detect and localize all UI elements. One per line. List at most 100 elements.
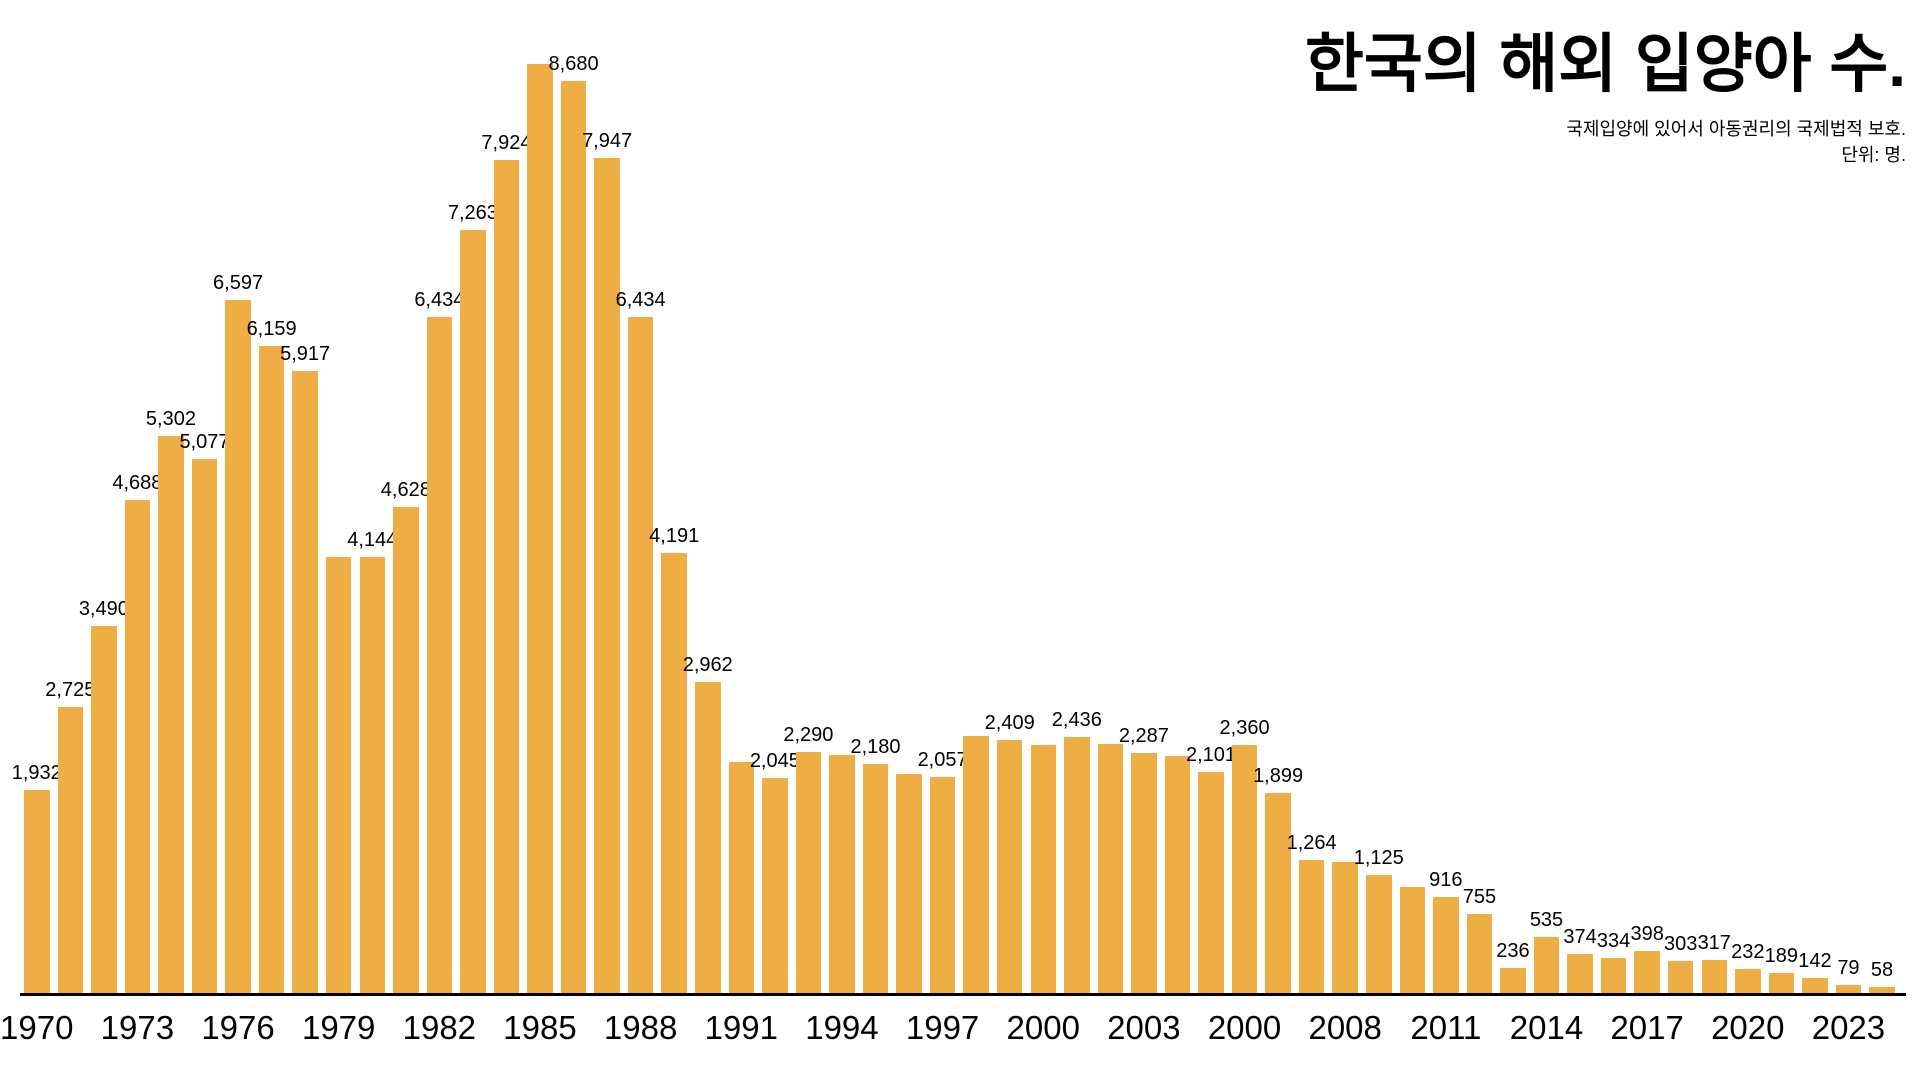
- x-axis-tick-label: 2023: [1811, 1009, 1886, 1046]
- bar: [896, 774, 922, 993]
- bar: [1567, 953, 1593, 993]
- x-axis-tick-label: 1982: [402, 1009, 477, 1046]
- bar: [1533, 936, 1560, 993]
- x-axis-tick-label: 2011: [1410, 1009, 1482, 1046]
- bar: [1835, 984, 1862, 993]
- x-axis-tick-label: 1997: [905, 1009, 980, 1046]
- bar-value-label: 2,436: [1051, 708, 1102, 731]
- bar-value-label: 6,159: [246, 317, 297, 340]
- x-axis-tick-label: 2017: [1610, 1009, 1684, 1046]
- bar: [158, 435, 184, 993]
- bar-value-label: 2,287: [1118, 724, 1169, 747]
- bar-value-label: 2,180: [850, 735, 901, 758]
- bar: [795, 752, 822, 993]
- bar: [1265, 793, 1291, 993]
- bar: [1198, 772, 1224, 993]
- bar: [460, 229, 486, 993]
- bar: [426, 316, 453, 993]
- bar: [862, 763, 889, 993]
- bar: [225, 299, 251, 993]
- bar: [1869, 986, 1895, 993]
- bar-value-label: 2,045: [749, 750, 800, 773]
- bar: [1768, 973, 1795, 993]
- bar-value-label: 1,899: [1253, 765, 1304, 788]
- bar-value-label: 4,191: [649, 524, 700, 547]
- bar: [1064, 736, 1090, 993]
- bar: [560, 80, 587, 993]
- bar-value-label: 1,264: [1286, 832, 1337, 855]
- bar-value-label: 5,302: [145, 407, 196, 430]
- bar: [124, 500, 151, 993]
- title-block: 한국의 해외 입양아 수. 국제입양에 있어서 아동권리의 국제법적 보호. 단…: [1305, 26, 1906, 168]
- bar: [359, 557, 385, 993]
- bar-value-label: 398: [1630, 923, 1664, 946]
- x-axis-tick-label: 1991: [704, 1009, 778, 1046]
- bar: [762, 778, 788, 993]
- bar: [829, 755, 855, 993]
- bar: [91, 626, 117, 993]
- bar-value-label: 374: [1563, 925, 1597, 948]
- bar-value-label: 142: [1798, 950, 1832, 973]
- bar-value-label: 2,101: [1185, 744, 1237, 767]
- bar: [191, 459, 218, 993]
- bar-value-label: 58: [1870, 958, 1894, 981]
- bar-value-label: 1,125: [1353, 846, 1404, 869]
- x-axis-tick-label: 2000: [1006, 1009, 1080, 1046]
- bar: [1298, 860, 1325, 993]
- x-axis-tick-label: 1988: [603, 1009, 678, 1046]
- bar-value-label: 2,409: [984, 711, 1035, 734]
- x-axis-tick-label: 1979: [301, 1009, 376, 1046]
- bar: [1701, 959, 1727, 993]
- bar: [1634, 951, 1660, 993]
- bar-value-label: 4,688: [112, 472, 163, 495]
- x-axis-line: [20, 993, 1906, 996]
- bar-value-label: 2,962: [682, 653, 733, 676]
- bar-value-label: 755: [1462, 885, 1497, 908]
- bar: [627, 316, 654, 993]
- bar-value-label: 7,924: [481, 132, 532, 155]
- x-axis-tick-label: 2008: [1308, 1009, 1382, 1046]
- chart-title: 한국의 해외 입양아 수.: [1304, 28, 1906, 100]
- bar: [1735, 968, 1761, 993]
- bar-value-label: 916: [1429, 868, 1463, 891]
- chart-subtitle-line2: 단위: 명.: [1841, 145, 1906, 165]
- chart-subtitle: 국제입양에 있어서 아동권리의 국제법적 보호. 단위: 명.: [1305, 116, 1906, 168]
- bar: [1600, 957, 1627, 993]
- x-axis-tick-label: 1976: [201, 1009, 275, 1046]
- bar: [1332, 861, 1358, 993]
- chart-subtitle-line1: 국제입양에 있어서 아동권리의 국제법적 보호.: [1566, 119, 1906, 139]
- bar-value-label: 1,932: [11, 761, 62, 784]
- bar: [996, 739, 1023, 993]
- bar-value-label: 2,290: [783, 724, 834, 747]
- x-axis-tick-label: 1973: [100, 1009, 175, 1046]
- bar: [594, 157, 620, 993]
- bar: [1131, 752, 1157, 993]
- bar: [57, 706, 84, 993]
- x-axis-tick-label: 2000: [1207, 1009, 1282, 1046]
- bar: [1466, 913, 1493, 993]
- bar: [1097, 744, 1124, 993]
- bar-value-label: 317: [1697, 931, 1731, 954]
- bar: [292, 371, 318, 993]
- bar: [1030, 744, 1056, 993]
- bar-value-label: 2,360: [1219, 716, 1270, 739]
- x-axis-tick-label: 1994: [805, 1009, 879, 1046]
- bar-value-label: 535: [1529, 908, 1564, 931]
- bar-value-label: 8,680: [548, 52, 599, 75]
- bar: [1231, 744, 1258, 993]
- bar-value-label: 303: [1664, 933, 1698, 956]
- bar: [1399, 886, 1426, 993]
- bar: [695, 681, 721, 993]
- x-axis-tick-label: 1985: [503, 1009, 577, 1046]
- bar-value-label: 236: [1496, 940, 1530, 963]
- bar: [1164, 755, 1191, 993]
- bar-value-label: 232: [1731, 940, 1765, 963]
- bar: [24, 789, 50, 993]
- bar: [661, 552, 687, 993]
- x-axis-tick-label: 2014: [1509, 1009, 1584, 1046]
- bar: [1500, 968, 1526, 993]
- x-axis-tick-label: 1970: [0, 1009, 74, 1046]
- bar-value-label: 7,263: [447, 201, 498, 224]
- x-axis-tick-label: 2020: [1711, 1009, 1785, 1046]
